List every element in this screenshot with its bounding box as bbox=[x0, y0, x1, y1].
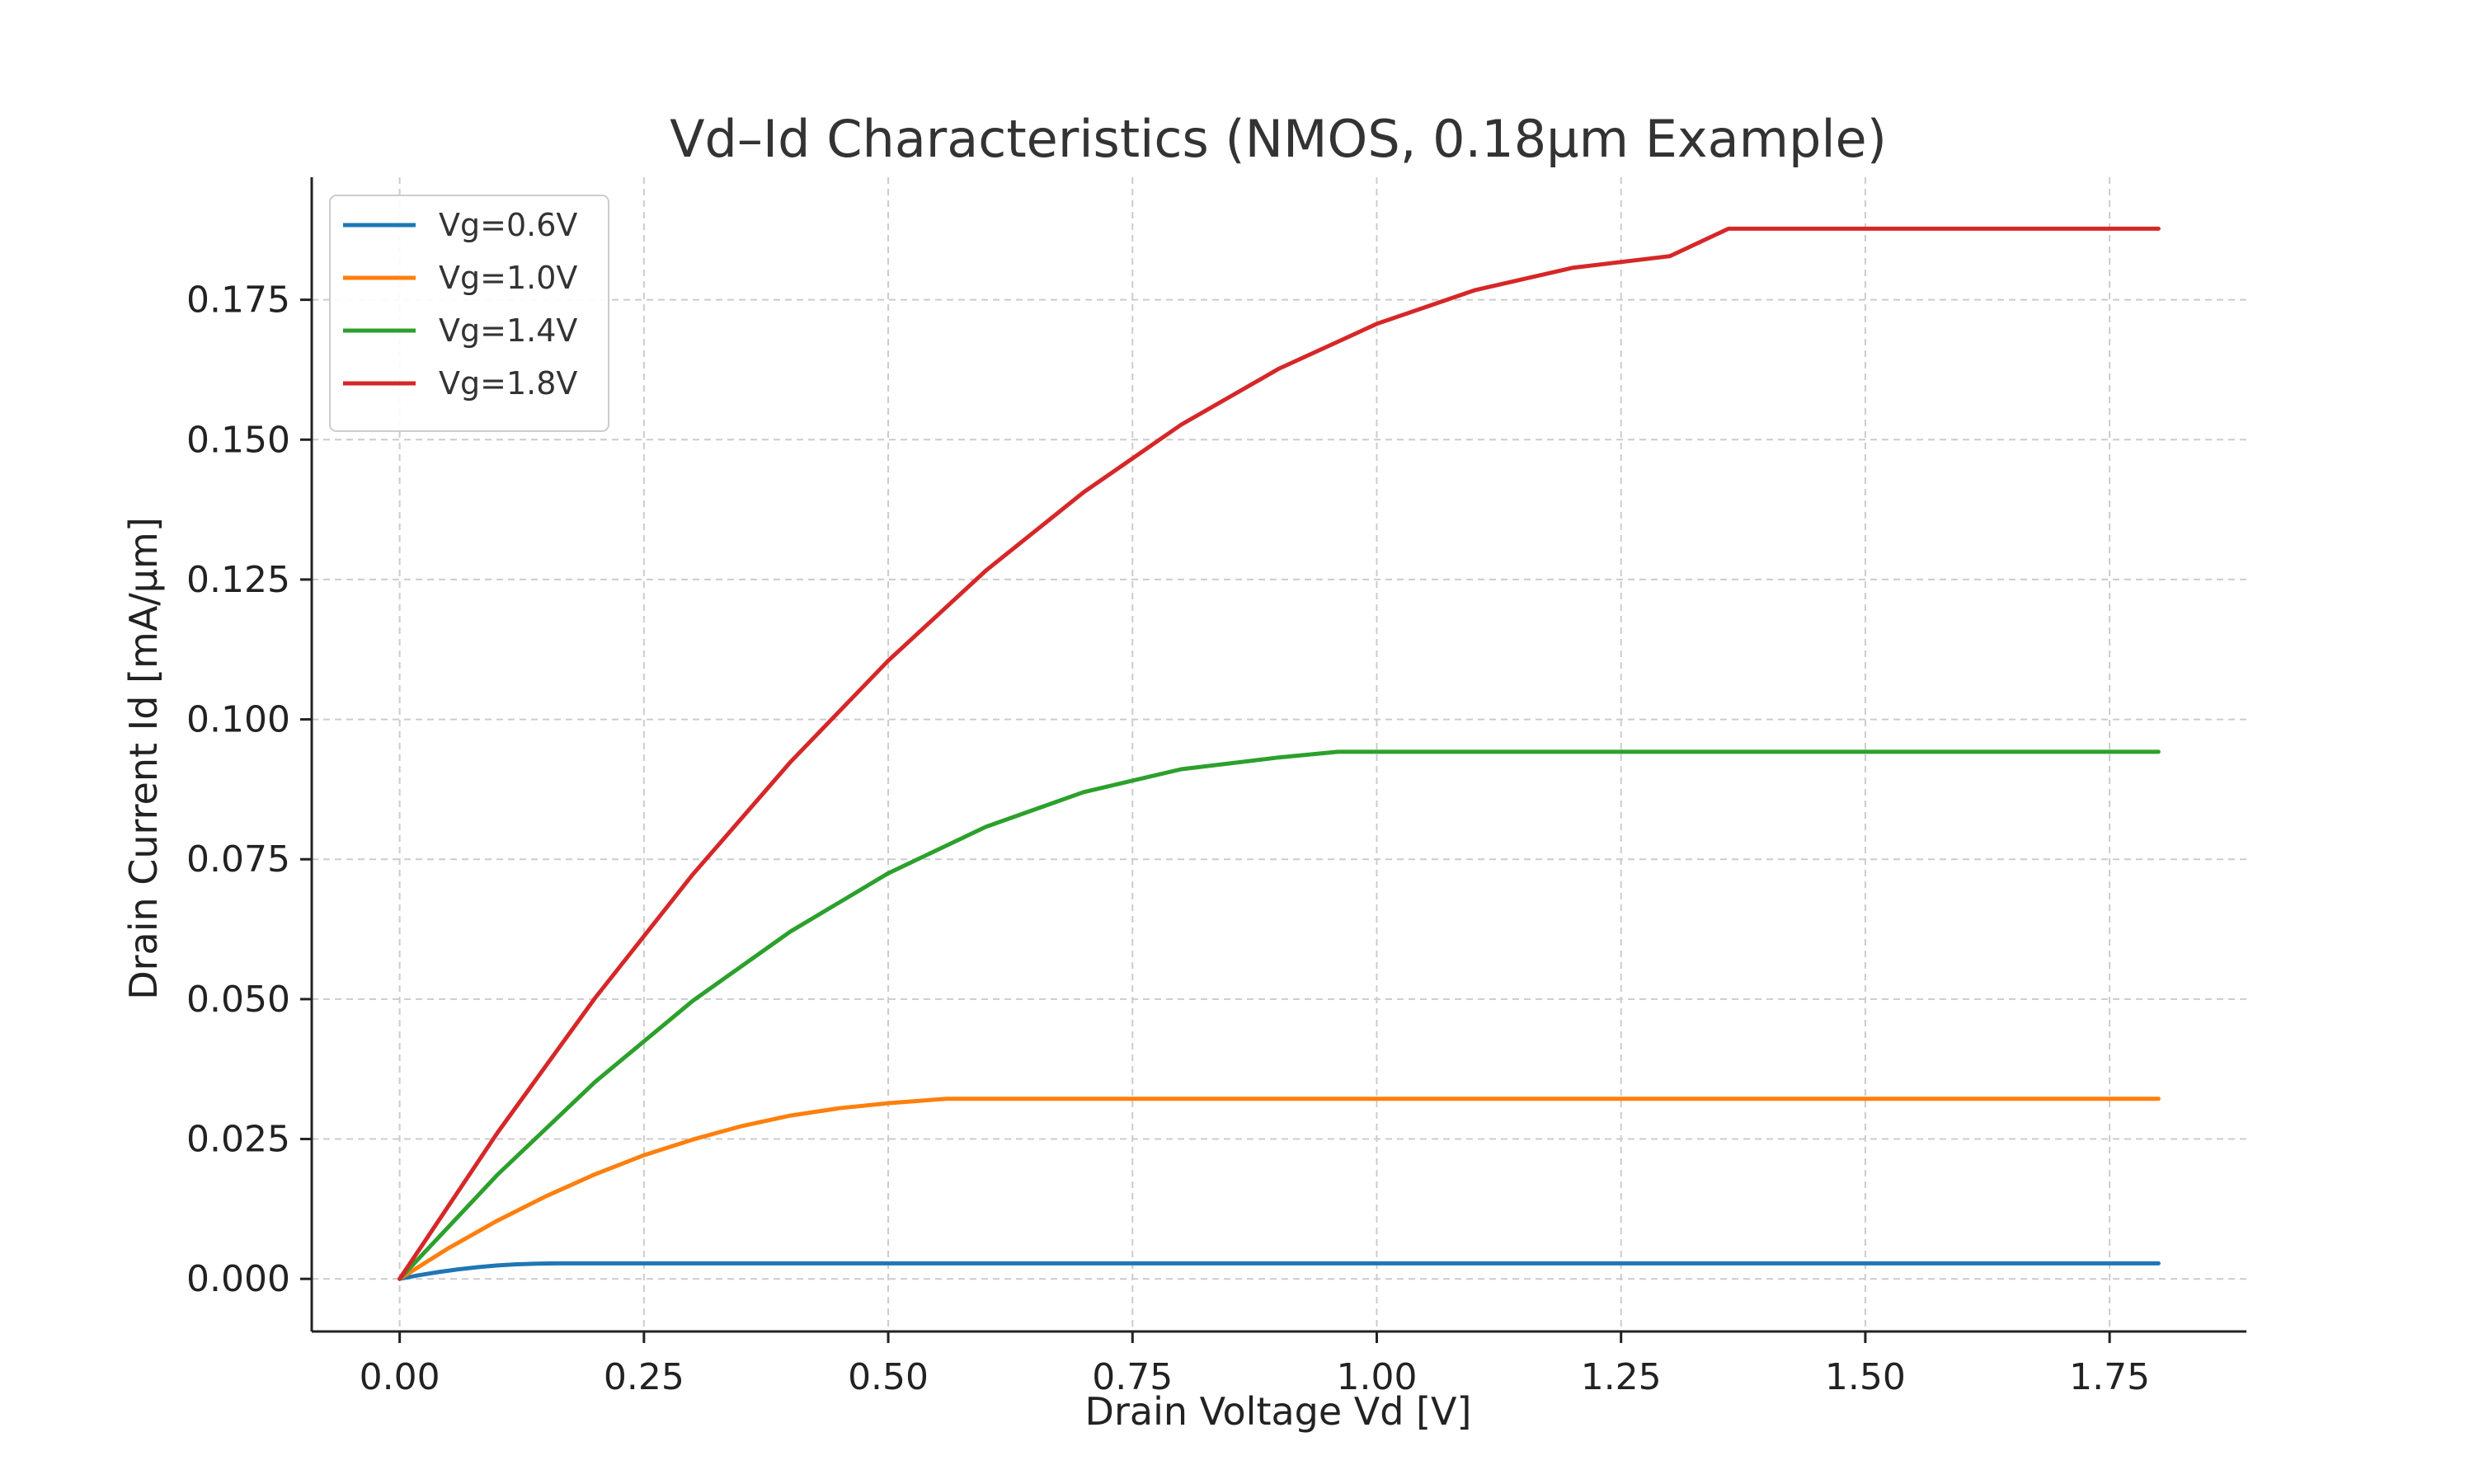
legend-label: Vg=1.0V bbox=[439, 260, 577, 296]
legend-label: Vg=0.6V bbox=[439, 207, 577, 243]
x-axis-label: Drain Voltage Vd [V] bbox=[1085, 1389, 1472, 1434]
x-tick-label: 1.25 bbox=[1581, 1356, 1662, 1398]
legend-label: Vg=1.4V bbox=[439, 312, 577, 349]
legend-box bbox=[329, 195, 609, 432]
y-tick-label: 0.000 bbox=[186, 1258, 290, 1300]
x-tick-label: 1.00 bbox=[1337, 1356, 1418, 1398]
grid bbox=[312, 177, 2246, 1331]
ticks: 0.00 0.25 0.50 0.75 1.00 1.25 1.50 1.75 0.000 0.0… bbox=[186, 279, 2150, 1398]
y-tick-label: 0.025 bbox=[186, 1119, 290, 1161]
y-tick-label: 0.175 bbox=[186, 279, 290, 322]
x-tick-label: 0.50 bbox=[848, 1356, 929, 1398]
series-line-3 bbox=[397, 749, 2161, 1281]
x-tick-label: 0.75 bbox=[1092, 1356, 1173, 1398]
y-tick-label: 0.125 bbox=[186, 559, 290, 601]
chart-title: Vd–Id Characteristics (NMOS, 0.18μm Exam… bbox=[670, 109, 1887, 169]
series-line-2 bbox=[397, 1097, 2161, 1281]
x-tick-label: 0.00 bbox=[360, 1356, 440, 1398]
x-tick-label: 1.75 bbox=[2069, 1356, 2150, 1398]
legend-label: Vg=1.8V bbox=[439, 365, 577, 402]
y-tick-label: 0.150 bbox=[186, 419, 290, 461]
y-tick-label: 0.100 bbox=[186, 699, 290, 741]
x-tick-label: 1.50 bbox=[1825, 1356, 1906, 1398]
y-tick-label: 0.050 bbox=[186, 979, 290, 1021]
y-axis-label: Drain Current Id [mA/μm] bbox=[121, 517, 166, 1000]
series-line-1 bbox=[397, 1261, 2161, 1281]
legend: Vg=0.6V Vg=1.0V Vg=1.4V Vg=1.8V bbox=[329, 195, 609, 432]
series-line-4 bbox=[397, 226, 2161, 1281]
plot-area bbox=[397, 226, 2161, 1281]
y-tick-label: 0.075 bbox=[186, 838, 290, 881]
x-tick-label: 0.25 bbox=[604, 1356, 684, 1398]
